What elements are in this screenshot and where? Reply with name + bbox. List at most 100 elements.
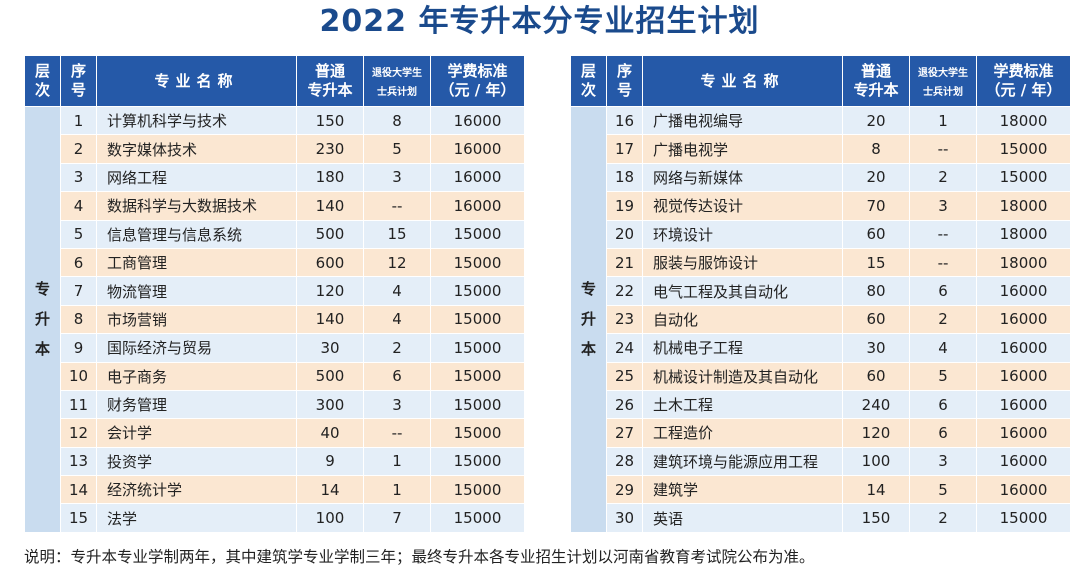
enrollment-table-right: 层次 序号 专业名称 普通 专升本 退役大学生 士兵计划 学费标准 （元 / 年） 专…	[570, 55, 1071, 533]
major-name-cell: 法学	[96, 503, 297, 533]
table-row: 专升本 16 广播电视编导 20 1 18000	[570, 105, 1071, 533]
major-name-cell: 经济统计学	[96, 475, 297, 505]
major-name-cell: 广播电视编导	[642, 105, 843, 136]
table-row: 27 工程造价 120 6 16000	[571, 418, 1071, 448]
fee-cell: 16000	[976, 304, 1071, 335]
veteran-count-cell: 12	[363, 247, 431, 278]
seq-cell: 22	[606, 276, 643, 306]
table-header-row: 层次 序号 专业名称 普通 专升本 退役大学生 士兵计划 学费标准 （元 / 年）	[24, 55, 525, 107]
table-row: 8 市场营销 140 4 15000	[25, 304, 525, 335]
table-row: 23 自动化 60 2 16000	[571, 304, 1071, 335]
page-title: 2022 年专升本分专业招生计划	[319, 4, 760, 39]
table-row: 7 物流管理 120 4 15000	[25, 276, 525, 306]
veteran-count-cell: --	[363, 418, 431, 448]
level-char: 本	[580, 340, 596, 359]
fee-cell: 15000	[976, 162, 1071, 193]
fee-cell: 15000	[430, 333, 525, 363]
table-row: 25 机械设计制造及其自动化 60 5 16000	[571, 361, 1071, 391]
level-cell: 专升本	[570, 106, 607, 533]
veteran-count-cell: 3	[363, 162, 431, 193]
table-row: 24 机械电子工程 30 4 16000	[571, 333, 1071, 363]
seq-cell: 9	[60, 333, 97, 363]
level-cell: 专升本	[24, 106, 61, 533]
regular-count-cell: 150	[296, 105, 364, 136]
seq-cell: 6	[60, 247, 97, 278]
fee-cell: 15000	[430, 247, 525, 278]
table-row: 18 网络与新媒体 20 2 15000	[571, 162, 1071, 193]
table-row: 30 英语 150 2 15000	[571, 503, 1071, 533]
header-seq: 序号	[606, 55, 643, 107]
major-name-cell: 网络与新媒体	[642, 162, 843, 193]
regular-count-cell: 500	[296, 361, 364, 391]
fee-cell: 16000	[430, 162, 525, 193]
fee-cell: 16000	[976, 361, 1071, 391]
major-name-cell: 建筑学	[642, 475, 843, 505]
table-row: 5 信息管理与信息系统 500 15 15000	[25, 219, 525, 249]
major-name-cell: 工商管理	[96, 247, 297, 278]
regular-count-cell: 180	[296, 162, 364, 193]
fee-cell: 15000	[430, 475, 525, 505]
table-row: 21 服装与服饰设计 15 -- 18000	[571, 247, 1071, 278]
fee-cell: 16000	[976, 389, 1071, 420]
fee-cell: 16000	[430, 105, 525, 136]
major-name-cell: 物流管理	[96, 276, 297, 306]
major-name-cell: 自动化	[642, 304, 843, 335]
regular-count-cell: 120	[842, 418, 910, 448]
fee-cell: 16000	[976, 276, 1071, 306]
enrollment-table-left: 层次 序号 专业名称 普通 专升本 退役大学生 士兵计划 学费标准 （元 / 年） 专…	[24, 55, 525, 533]
veteran-count-cell: --	[909, 219, 977, 249]
veteran-count-cell: 4	[363, 276, 431, 306]
fee-cell: 15000	[430, 276, 525, 306]
fee-cell: 16000	[976, 333, 1071, 363]
regular-count-cell: 120	[296, 276, 364, 306]
fee-cell: 15000	[430, 503, 525, 533]
regular-count-cell: 20	[842, 105, 910, 136]
seq-cell: 16	[606, 105, 643, 136]
header-fee: 学费标准 （元 / 年）	[430, 55, 525, 107]
table-row: 12 会计学 40 -- 15000	[25, 418, 525, 448]
regular-count-cell: 100	[296, 503, 364, 533]
veteran-count-cell: 3	[363, 389, 431, 420]
regular-count-cell: 60	[842, 304, 910, 335]
fee-cell: 16000	[976, 446, 1071, 477]
seq-cell: 21	[606, 247, 643, 278]
seq-cell: 3	[60, 162, 97, 193]
seq-cell: 29	[606, 475, 643, 505]
table-row: 29 建筑学 14 5 16000	[571, 475, 1071, 505]
table-row: 19 视觉传达设计 70 3 18000	[571, 191, 1071, 221]
table-row: 9 国际经济与贸易 30 2 15000	[25, 333, 525, 363]
major-name-cell: 土木工程	[642, 389, 843, 420]
veteran-count-cell: 6	[363, 361, 431, 391]
table-row: 15 法学 100 7 15000	[25, 503, 525, 533]
seq-cell: 26	[606, 389, 643, 420]
major-name-cell: 信息管理与信息系统	[96, 219, 297, 249]
seq-cell: 20	[606, 219, 643, 249]
seq-cell: 24	[606, 333, 643, 363]
header-major-name: 专业名称	[642, 55, 843, 107]
seq-cell: 17	[606, 134, 643, 164]
seq-cell: 12	[60, 418, 97, 448]
veteran-count-cell: 8	[363, 105, 431, 136]
veteran-count-cell: 2	[909, 304, 977, 335]
veteran-count-cell: 4	[909, 333, 977, 363]
veteran-count-cell: 1	[363, 475, 431, 505]
header-regular: 普通 专升本	[296, 55, 364, 107]
table-row: 14 经济统计学 14 1 15000	[25, 475, 525, 505]
major-name-cell: 会计学	[96, 418, 297, 448]
table-row: 3 网络工程 180 3 16000	[25, 162, 525, 193]
seq-cell: 27	[606, 418, 643, 448]
veteran-count-cell: 6	[909, 418, 977, 448]
level-char: 本	[34, 340, 50, 359]
major-name-cell: 网络工程	[96, 162, 297, 193]
major-name-cell: 建筑环境与能源应用工程	[642, 446, 843, 477]
header-level: 层次	[24, 55, 61, 107]
fee-cell: 15000	[430, 361, 525, 391]
seq-cell: 15	[60, 503, 97, 533]
regular-count-cell: 150	[842, 503, 910, 533]
veteran-count-cell: --	[363, 191, 431, 221]
level-char: 升	[34, 310, 50, 329]
veteran-count-cell: 5	[363, 134, 431, 164]
regular-count-cell: 70	[842, 191, 910, 221]
fee-cell: 18000	[976, 219, 1071, 249]
regular-count-cell: 60	[842, 361, 910, 391]
